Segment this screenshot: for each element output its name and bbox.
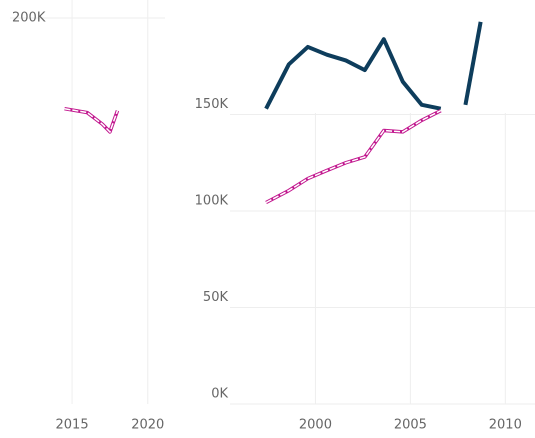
x-tick-label: 2020 [131, 418, 164, 433]
y-tick-label: 0K [211, 387, 228, 402]
y-tick-label: 150K [195, 97, 229, 112]
front-chart: 0K 50K 100K 150K 2000 2005 2010 [195, 21, 535, 433]
back-chart: 200K 2015 2020 [10, 0, 165, 433]
y-tick-label: 100K [195, 194, 229, 209]
y-tick-label: 200K [12, 11, 46, 26]
front-panel [170, 113, 535, 438]
x-tick-label: 2005 [394, 418, 427, 433]
line-inner [64, 107, 119, 134]
line [264, 37, 442, 111]
line-inner [265, 109, 442, 204]
x-tick-label: 2015 [56, 418, 89, 433]
y-tick-label: 50K [203, 290, 229, 305]
line [463, 21, 483, 106]
x-tick-label: 2010 [489, 418, 522, 433]
x-tick-label: 2000 [299, 418, 332, 433]
